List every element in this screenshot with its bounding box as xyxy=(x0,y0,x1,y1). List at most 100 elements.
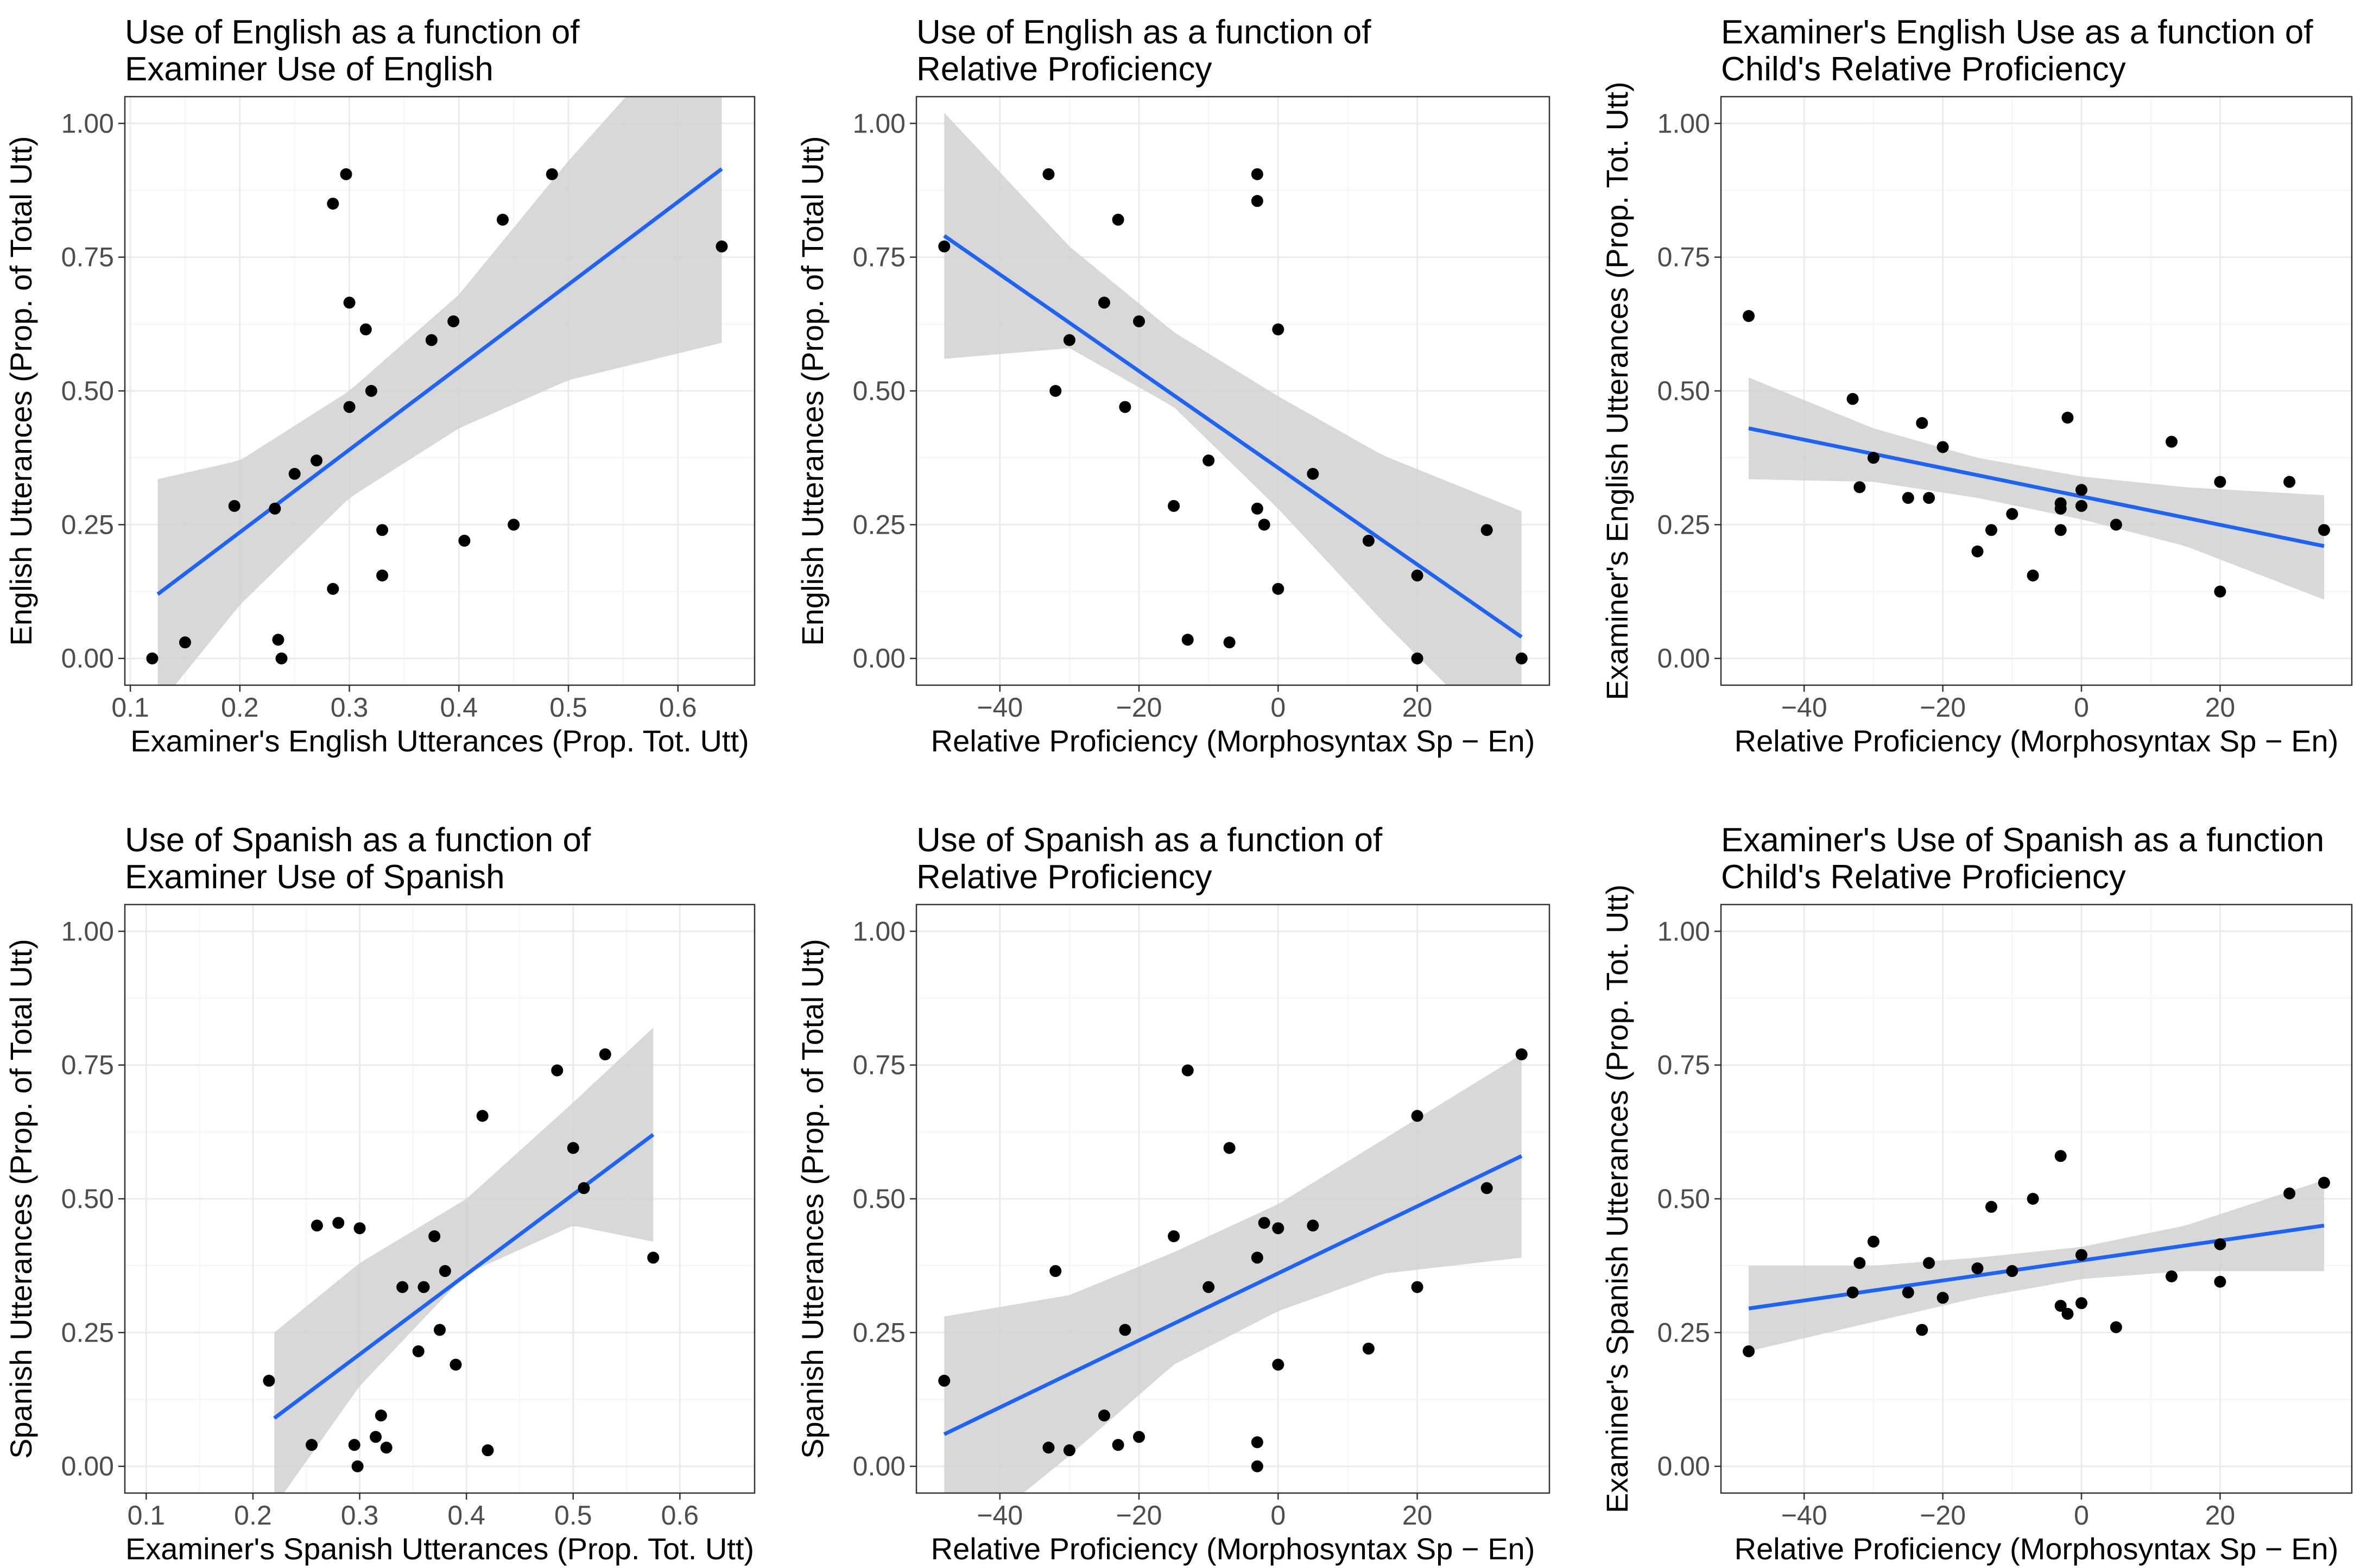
y-tick-label: 0.75 xyxy=(853,1050,906,1080)
regression-line xyxy=(273,1133,655,1420)
x-axis-label: Relative Proficiency (Morphosyntax Sp − … xyxy=(931,724,1535,758)
data-points xyxy=(146,168,728,665)
data-point xyxy=(2166,1270,2178,1282)
y-tick-label: 1.00 xyxy=(1657,108,1710,138)
data-point xyxy=(2110,519,2122,531)
y-axis: 0.00 0.25 0.50 0.75 1.00 xyxy=(853,916,916,1482)
data-point xyxy=(2214,585,2226,598)
data-point xyxy=(2166,435,2178,448)
data-point xyxy=(938,240,951,252)
data-point xyxy=(1223,1142,1236,1154)
regression-line xyxy=(1748,426,2325,548)
y-tick-label: 0.75 xyxy=(1657,242,1710,273)
data-point xyxy=(2006,508,2018,520)
data-point xyxy=(2075,1297,2087,1310)
data-point xyxy=(1411,1281,1423,1293)
data-point xyxy=(1251,168,1263,180)
x-axis: 0.1 0.2 0.3 0.4 0.5 0.6 xyxy=(111,685,697,723)
data-point xyxy=(1743,1345,1755,1357)
data-point xyxy=(343,296,356,309)
data-point xyxy=(1272,1358,1284,1371)
x-axis-label: Examiner's Spanish Utterances (Prop. Tot… xyxy=(125,1532,754,1566)
data-point xyxy=(551,1064,564,1077)
data-points xyxy=(938,1048,1528,1472)
y-axis-label: Examiner's Spanish Utterances (Prop. Tot… xyxy=(1600,884,1634,1513)
data-point xyxy=(1307,1219,1319,1232)
x-tick-label: 0.6 xyxy=(659,692,697,723)
data-point xyxy=(2214,476,2226,488)
chart-title-line: Child's Relative Proficiency xyxy=(1721,858,2126,896)
x-tick-label: 0.5 xyxy=(549,692,587,723)
data-point xyxy=(599,1048,611,1060)
panel-4: 0.1 0.2 0.3 0.4 0.5 0.6 0.00 0.25 0.50 0.75 1.00 Ex… xyxy=(4,821,756,1566)
y-tick-label: 0.50 xyxy=(1657,376,1710,406)
chart-title-line: Use of English as a function of xyxy=(125,14,580,51)
data-point xyxy=(1251,1460,1263,1472)
regression-line xyxy=(1748,1223,2325,1311)
data-point xyxy=(1133,1431,1145,1443)
data-point xyxy=(1480,524,1493,536)
data-point xyxy=(1936,441,1949,453)
data-point xyxy=(311,1219,323,1232)
data-point xyxy=(412,1345,425,1357)
data-point xyxy=(1867,452,1879,464)
data-point xyxy=(351,1460,364,1472)
x-axis: 0.1 0.2 0.3 0.4 0.5 0.6 xyxy=(128,1493,699,1531)
data-point xyxy=(2318,524,2330,536)
y-tick-label: 0.25 xyxy=(853,1317,906,1348)
x-tick-label: 0 xyxy=(2074,1500,2089,1531)
x-tick-label: −40 xyxy=(977,692,1023,723)
data-point xyxy=(938,1375,951,1387)
data-point xyxy=(327,198,339,210)
data-point xyxy=(1985,1200,1997,1213)
y-axis-label: English Utterances (Prop. of Total Utt) xyxy=(795,136,830,646)
y-tick-label: 0.50 xyxy=(1657,1184,1710,1214)
x-tick-label: −40 xyxy=(1781,692,1827,723)
x-tick-label: 20 xyxy=(1402,692,1433,723)
y-tick-label: 0.25 xyxy=(61,1317,114,1348)
regression-line xyxy=(156,167,723,596)
data-point xyxy=(1168,1230,1180,1242)
x-tick-label: −20 xyxy=(1920,692,1966,723)
x-tick-label: −20 xyxy=(1920,1500,1966,1531)
x-tick-label: 20 xyxy=(1402,1500,1433,1531)
x-axis-label: Relative Proficiency (Morphosyntax Sp − … xyxy=(1735,1532,2339,1566)
data-point xyxy=(2027,569,2039,581)
panel-2: −40 −20 0 20 0.00 0.25 0.50 0.75 1.00 Relative Pr… xyxy=(795,14,1550,758)
data-point xyxy=(272,634,284,646)
x-tick-label: 0 xyxy=(2074,692,2089,723)
data-point xyxy=(380,1441,393,1454)
data-point xyxy=(2061,1307,2074,1320)
confidence-band xyxy=(944,1054,1522,1493)
data-point xyxy=(1181,1064,1194,1077)
x-tick-label: 0.3 xyxy=(331,692,369,723)
data-point xyxy=(2054,1300,2067,1312)
data-point xyxy=(359,323,372,336)
x-axis: −40 −20 0 20 xyxy=(977,685,1432,723)
data-point xyxy=(1867,1235,1879,1248)
confidence-band xyxy=(274,1027,654,1493)
regression-line xyxy=(943,234,1523,639)
y-tick-label: 0.25 xyxy=(1657,509,1710,540)
data-point xyxy=(1902,1286,1914,1299)
data-point xyxy=(1916,1324,1928,1336)
data-point xyxy=(306,1439,318,1451)
data-point xyxy=(2283,476,2296,488)
data-point xyxy=(567,1142,579,1154)
data-point xyxy=(340,168,352,180)
data-point xyxy=(1112,213,1124,226)
chart-title-line: Examiner Use of Spanish xyxy=(125,858,505,896)
data-points xyxy=(263,1048,660,1472)
data-point xyxy=(1411,1110,1423,1122)
y-tick-label: 0.00 xyxy=(853,1451,906,1482)
y-tick-label: 1.00 xyxy=(1657,916,1710,946)
data-point xyxy=(1846,393,1859,405)
data-point xyxy=(2006,1265,2018,1278)
x-tick-label: 20 xyxy=(2205,1500,2236,1531)
data-point xyxy=(311,454,323,467)
chart-title-line: Use of Spanish as a function of xyxy=(125,821,591,859)
y-tick-label: 1.00 xyxy=(61,916,114,946)
data-point xyxy=(1112,1439,1124,1451)
data-point xyxy=(353,1222,366,1235)
data-point xyxy=(450,1358,462,1371)
